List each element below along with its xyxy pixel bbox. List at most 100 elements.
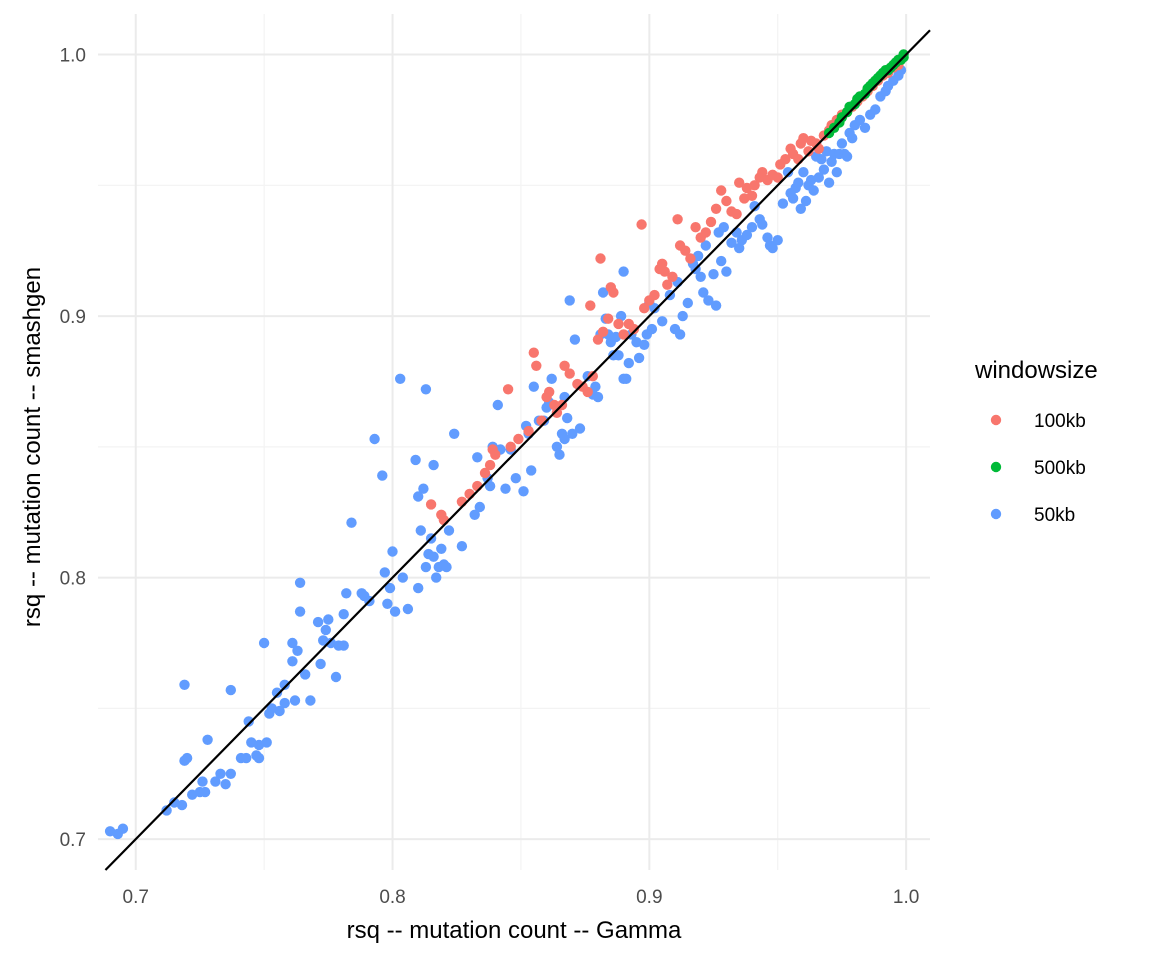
point-50kb (413, 491, 424, 502)
point-50kb (202, 734, 213, 745)
point-50kb (387, 546, 398, 557)
point-50kb (261, 737, 272, 748)
point-100kb (636, 219, 647, 230)
point-50kb (831, 167, 842, 178)
point-50kb (649, 303, 660, 314)
legend-title: windowsize (974, 357, 1098, 384)
point-50kb (287, 637, 298, 649)
identity-line (104, 29, 931, 871)
legend-label-50kb: 50kb (1034, 505, 1075, 526)
point-50kb (443, 525, 455, 536)
point-50kb (762, 232, 773, 243)
point-50kb (710, 300, 722, 311)
point-100kb (672, 214, 683, 225)
point-50kb (826, 156, 837, 167)
point-50kb (410, 454, 421, 466)
x-axis-title: rsq -- mutation count -- Gamma (347, 917, 682, 944)
point-50kb (279, 679, 290, 690)
point-100kb (721, 195, 732, 207)
point-50kb (300, 669, 311, 680)
point-50kb (823, 177, 835, 188)
y-tick-label: 0.8 (60, 569, 86, 590)
point-50kb (787, 193, 799, 204)
point-50kb (402, 603, 414, 615)
legend-key-100kb (990, 414, 1002, 426)
point-50kb (772, 235, 783, 246)
point-500kb (898, 49, 909, 60)
point-50kb (294, 606, 306, 617)
point-50kb (592, 391, 604, 403)
point-50kb (431, 572, 442, 583)
point-50kb (338, 609, 349, 620)
point-50kb (243, 716, 254, 727)
point-50kb (793, 177, 804, 188)
point-50kb (569, 334, 581, 345)
point-100kb (513, 433, 524, 445)
point-50kb (813, 172, 824, 183)
point-50kb (746, 222, 758, 233)
point-50kb (574, 423, 586, 434)
point-50kb (346, 517, 357, 528)
point-100kb (639, 303, 650, 314)
point-100kb (613, 318, 624, 330)
point-50kb (292, 645, 303, 656)
point-100kb (597, 326, 609, 337)
point-100kb (531, 360, 542, 371)
point-50kb (294, 577, 306, 588)
y-tick-label: 0.9 (60, 307, 86, 328)
point-50kb (415, 525, 426, 536)
point-50kb (225, 684, 236, 696)
point-50kb (258, 637, 270, 649)
x-tick-label: 0.8 (379, 887, 405, 908)
point-100kb (587, 371, 598, 382)
point-50kb (551, 441, 563, 452)
point-50kb (274, 705, 285, 717)
point-50kb (800, 195, 812, 207)
point-100kb (479, 467, 491, 479)
point-100kb (585, 300, 596, 311)
point-100kb (582, 386, 593, 398)
point-100kb (595, 253, 606, 264)
point-100kb (680, 245, 691, 256)
point-100kb (628, 323, 640, 335)
point-100kb (746, 190, 758, 201)
point-50kb (700, 240, 711, 251)
point-50kb (330, 671, 342, 683)
point-50kb (757, 219, 768, 230)
point-50kb (389, 606, 401, 617)
point-50kb (615, 310, 627, 322)
point-100kb (705, 216, 717, 228)
point-50kb (590, 381, 601, 392)
x-tick-label: 1.0 (893, 887, 919, 908)
point-100kb (716, 185, 727, 196)
point-100kb (700, 227, 711, 238)
point-50kb (623, 357, 634, 369)
data-points (104, 49, 909, 840)
point-50kb (210, 776, 221, 787)
legend-label-100kb: 100kb (1034, 411, 1086, 432)
point-50kb (456, 541, 468, 552)
point-50kb (305, 695, 316, 706)
point-50kb (279, 697, 290, 709)
point-100kb (559, 360, 570, 371)
point-50kb (841, 151, 853, 162)
point-50kb (726, 237, 737, 248)
point-50kb (379, 567, 390, 578)
point-50kb (382, 598, 393, 609)
point-100kb (659, 266, 670, 277)
point-50kb (323, 614, 334, 625)
point-50kb (287, 656, 298, 667)
point-50kb (559, 433, 570, 445)
point-100kb (618, 329, 629, 340)
point-50kb (413, 582, 424, 594)
point-100kb (757, 167, 768, 178)
point-50kb (418, 483, 429, 494)
point-50kb (181, 752, 193, 764)
x-tick-label: 0.7 (123, 887, 149, 908)
point-50kb (597, 287, 609, 298)
point-50kb (749, 201, 760, 212)
point-100kb (425, 499, 437, 510)
point-50kb (369, 433, 380, 445)
x-tick-labels: 0.7 0.8 0.9 1.0 (123, 887, 920, 908)
y-tick-labels: 0.7 0.8 0.9 1.0 (60, 46, 86, 852)
